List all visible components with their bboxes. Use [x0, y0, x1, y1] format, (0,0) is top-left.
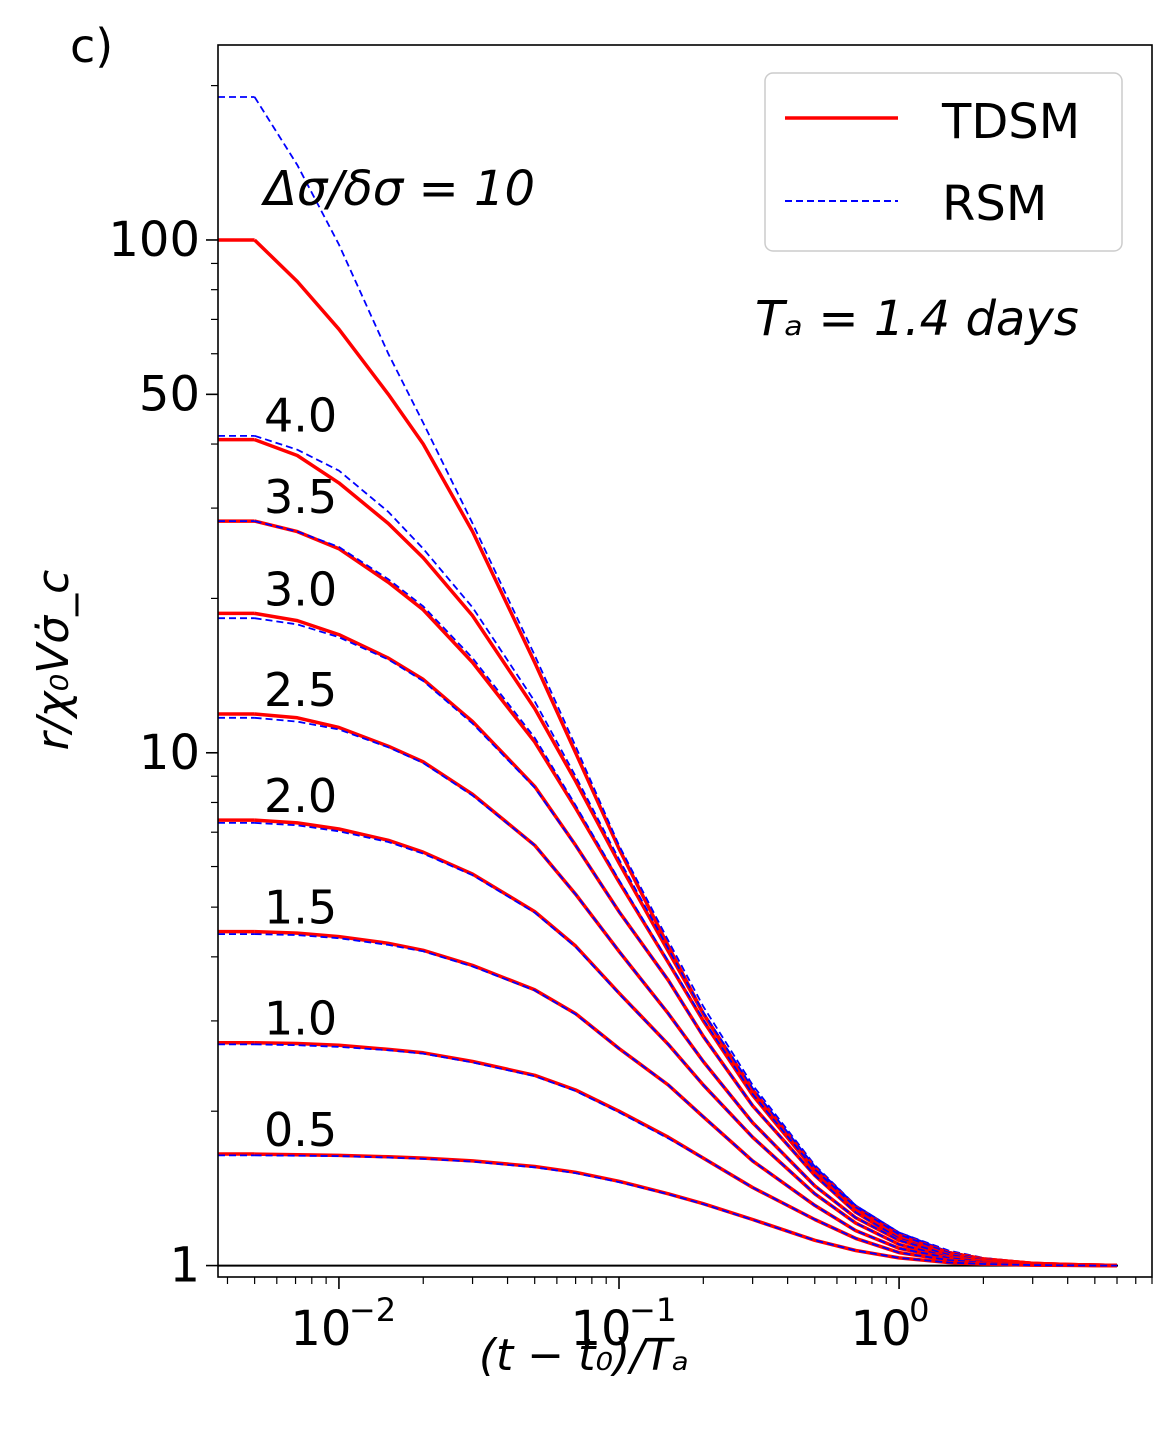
x-tick-exponent-0: −2 — [349, 1291, 396, 1329]
rsm-line-0 — [253, 96, 1118, 1267]
x-tick-label-2: 10 — [851, 1301, 912, 1357]
plot-frame — [217, 44, 1153, 1278]
rsm-line-6 — [254, 933, 1117, 1267]
x-tick-label-0: 10 — [290, 1301, 351, 1357]
curve-label-6: 1.5 — [264, 881, 337, 935]
x-axis-label: (t − t₀)/Tₐ — [479, 1330, 689, 1381]
curves-layer — [218, 96, 1118, 1268]
tdsm-line-1 — [253, 437, 1118, 1268]
ta-annotation: Tₐ = 1.4 days — [755, 291, 1079, 347]
x-tick-label-1: 10 — [570, 1301, 631, 1357]
x-tick-exponent-1: −1 — [629, 1291, 676, 1329]
x-tick-exponent-2: 0 — [909, 1291, 929, 1329]
curve-label-5: 2.0 — [264, 769, 337, 823]
curve-labels-layer: Δσ/δσ = 104.03.53.02.52.01.51.00.5Δσ/δσ … — [260, 161, 535, 1157]
rsm-line-3 — [254, 617, 1118, 1267]
panel-label: c) — [70, 19, 113, 73]
curve-label-1: 4.0 — [264, 389, 337, 443]
curve-label-8: 0.5 — [264, 1103, 337, 1157]
curve-label-4: 2.5 — [264, 663, 337, 717]
rsm-line-4 — [254, 716, 1118, 1267]
tdsm-line-3 — [254, 611, 1118, 1268]
y-tick-label-3: 100 — [108, 212, 200, 268]
curve-label-7: 1.0 — [264, 992, 337, 1046]
y-tick-label-0: 1 — [169, 1238, 200, 1294]
tdsm-line-2 — [254, 519, 1118, 1268]
rsm-line-2 — [254, 520, 1118, 1267]
tdsm-line-8 — [254, 1152, 1117, 1268]
rsm-line-1 — [254, 434, 1118, 1267]
y-tick-label-2: 50 — [139, 366, 200, 422]
curve-label-2: 3.5 — [264, 470, 337, 524]
rsm-line-8 — [254, 1154, 1117, 1267]
legend-rsm-label: RSM — [942, 176, 1047, 232]
curve-label-3: 3.0 — [264, 562, 337, 616]
tdsm-line-7 — [254, 1040, 1118, 1268]
legend-tdsm-label: TDSM — [941, 94, 1080, 150]
legend: TDSM RSM — [764, 72, 1123, 252]
delta-sigma-annotation: Δσ/δσ = 10 — [260, 161, 535, 217]
tdsm-line-0 — [253, 238, 1118, 1268]
y-axis-label: r/χ₀Vσ̇_c — [28, 570, 79, 751]
y-tick-label-1: 10 — [139, 725, 200, 781]
